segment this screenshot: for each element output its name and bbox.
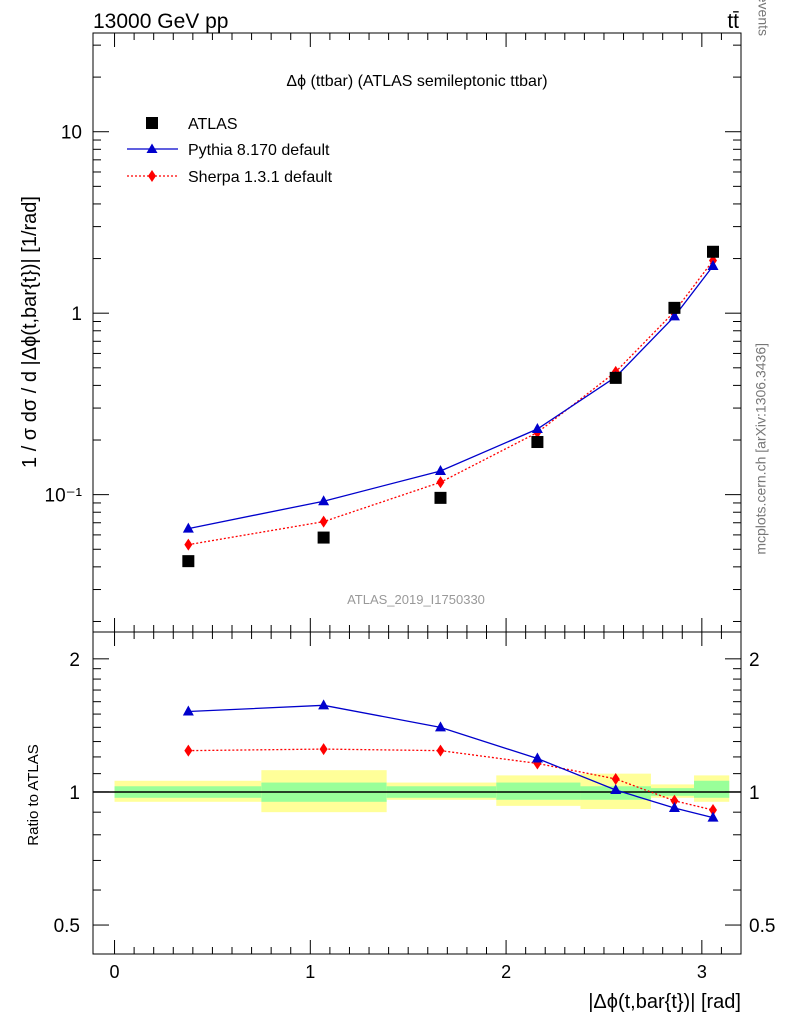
energy-label: 13000 GeV pp <box>93 10 228 33</box>
band-inner-3 <box>496 782 581 800</box>
y-axis-label-main: 1 / σ dσ / d |Δϕ(t,bar{t})| [1/rad] <box>19 196 41 468</box>
main-pythia-point-1 <box>318 495 330 506</box>
ratio-pythia-point-6 <box>707 811 719 822</box>
main-atlas-point-4 <box>609 371 622 384</box>
ratio-pythia-point-0 <box>182 705 194 716</box>
ratio-panel-frame <box>92 631 742 955</box>
x-tick-label: 0 <box>110 962 120 982</box>
ratio-sherpa-point-6 <box>709 804 718 817</box>
x-tick-label: 3 <box>697 962 707 982</box>
main-atlas-point-0 <box>182 555 195 568</box>
main-sherpa-point-2 <box>436 476 445 489</box>
process-label: tt̄ <box>727 10 739 33</box>
y-tick-label-ratio-right: 2 <box>749 650 760 671</box>
main-pythia-point-6 <box>707 259 719 270</box>
main-atlas-point-1 <box>317 531 330 544</box>
main-pythia-point-0 <box>182 522 194 533</box>
ratio-pythia-point-3 <box>531 752 543 763</box>
main-pythia-line <box>188 265 714 530</box>
main-sherpa-line <box>188 260 714 546</box>
y-tick-label-main: 10⁻¹ <box>45 486 83 507</box>
legend-atlas-label: ATLAS <box>188 116 238 133</box>
ratio-sherpa-point-5 <box>670 794 679 807</box>
y-tick-label-main: 1 <box>71 304 82 325</box>
rivet-version-label: Rivet 3.1.10, ≥ 300k events <box>755 0 771 36</box>
main-sherpa-point-1 <box>319 515 328 528</box>
x-tick-label: 2 <box>501 962 511 982</box>
mcplots-label: mcplots.cern.ch [arXiv:1306.3436] <box>753 343 769 555</box>
ratio-sherpa-point-1 <box>319 743 328 756</box>
y-tick-label-ratio-right: 1 <box>749 783 760 804</box>
x-tick-label: 1 <box>305 962 315 982</box>
main-pythia-point-5 <box>668 310 680 321</box>
ratio-pythia-point-1 <box>318 699 330 710</box>
ratio-sherpa-point-4 <box>611 772 620 785</box>
main-atlas-point-6 <box>707 245 720 258</box>
y-tick-label-ratio-left: 1 <box>69 783 80 804</box>
plot-frames <box>92 32 742 955</box>
main-atlas-point-2 <box>434 491 447 504</box>
ratio-pythia-point-2 <box>434 721 446 732</box>
y-tick-label-ratio-right: 0.5 <box>749 916 775 937</box>
y-tick-label-ratio-left: 0.5 <box>54 916 80 937</box>
y-tick-label-main: 10 <box>61 123 82 144</box>
ratio-pythia-point-4 <box>610 784 622 795</box>
main-sherpa-point-0 <box>184 538 193 551</box>
plot-title: Δϕ (ttbar) (ATLAS semileptonic ttbar) <box>286 73 547 90</box>
ratio-uncertainty-bands <box>93 770 741 813</box>
ratio-sherpa-point-0 <box>184 744 193 757</box>
legend-atlas-marker <box>146 117 158 129</box>
analysis-watermark: ATLAS_2019_I1750330 <box>347 592 485 607</box>
legend-pythia-label: Pythia 8.170 default <box>188 142 330 159</box>
legend-pythia-marker <box>146 143 158 153</box>
x-axis-label: |Δϕ(t,bar{t})| [rad] <box>588 991 741 1013</box>
main-atlas-point-5 <box>668 301 681 314</box>
ratio-sherpa-point-2 <box>436 744 445 757</box>
legend: ATLAS Pythia 8.170 default Sherpa 1.3.1 … <box>127 116 333 186</box>
y-axis-label-ratio: Ratio to ATLAS <box>25 744 42 845</box>
main-pythia-point-3 <box>531 423 543 434</box>
band-inner-6 <box>694 780 730 798</box>
main-atlas-point-3 <box>531 436 544 449</box>
axis-ticks: 0 1 2 3 10⁻¹ 1 10 0.5 0.5 1 1 2 2 <box>45 33 775 982</box>
data-series <box>182 245 720 822</box>
main-pythia-point-2 <box>434 464 446 475</box>
legend-sherpa-marker <box>148 170 156 182</box>
y-tick-label-ratio-left: 2 <box>69 650 80 671</box>
ratio-pythia-point-5 <box>668 801 680 812</box>
legend-sherpa-label: Sherpa 1.3.1 default <box>188 169 333 186</box>
